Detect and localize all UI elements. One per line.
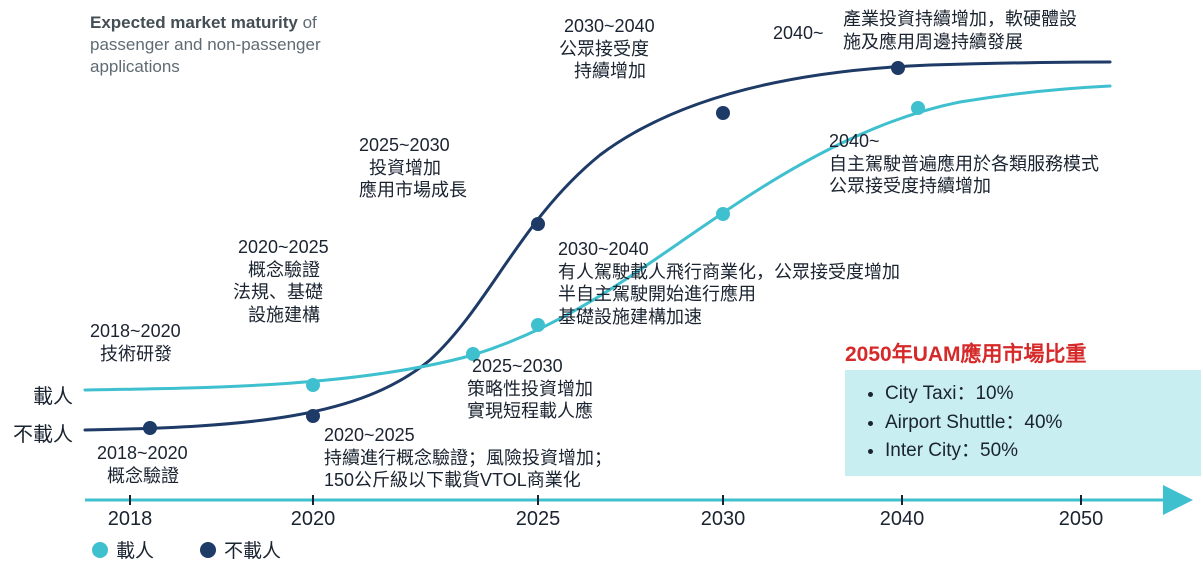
market-share-box: City Taxi：10%Airport Shuttle：40%Inter Ci… [845, 370, 1201, 476]
annotation-np-2018-2020-b: 2018~2020 概念驗證 [97, 442, 188, 487]
annotation-p-2040: 2040~ 自主駕駛普遍應用於各類服務模式 公眾接受度持續增加 [829, 130, 1099, 198]
maturity-s-curve-chart: Expected market maturity ofpassenger and… [0, 0, 1203, 565]
legend-dot-icon [92, 542, 108, 558]
market-share-list: City Taxi：10%Airport Shuttle：40%Inter Ci… [867, 380, 1187, 466]
market-item: City Taxi：10% [885, 380, 1187, 409]
x-tick-2040: 2040 [872, 508, 932, 531]
x-tick-2018: 2018 [100, 508, 160, 531]
y-category-不載人: 不載人 [0, 418, 73, 447]
annotation-np-2025-2030: 2025~2030 投資增加 應用市場成長 [359, 134, 467, 202]
annotation-np-2020-2025: 2020~2025 持續進行概念驗證；風險投資增加； 150公斤級以下載貨VTO… [324, 424, 612, 492]
annotation-np-2018-2020: 2018~2020 技術研發 [90, 320, 181, 365]
legend-label: 載人 [116, 536, 154, 563]
annotation-np-2030-2040: 2030~2040 公眾接受度 持續增加 [559, 15, 655, 83]
annotation-p-2030-2040: 2030~2040 有人駕駛載人飛行商業化，公眾接受度增加 半自主駕駛開始進行應… [558, 238, 900, 328]
x-tick-2020: 2020 [283, 508, 343, 531]
x-tick-2050: 2050 [1051, 508, 1111, 531]
annotation-p-2025-2030: 2025~2030 策略性投資增加 實現短程載人應 [467, 355, 593, 423]
legend-dot-icon [200, 542, 216, 558]
market-item: Airport Shuttle：40% [885, 409, 1187, 438]
annotation-np-2040-txt: 產業投資持續增加，軟硬體設 施及應用周邊持續發展 [843, 8, 1077, 53]
annotation-np-2040: 2040~ [773, 22, 824, 45]
y-category-載人: 載人 [0, 380, 73, 409]
annotation-p-2020-2025-top: 2020~2025 概念驗證 法規、基礎 設施建構 [223, 236, 329, 326]
x-tick-2025: 2025 [508, 508, 568, 531]
legend-label: 不載人 [224, 536, 281, 563]
market-box-title: 2050年UAM應用市場比重 [845, 338, 1087, 368]
market-item: Inter City：50% [885, 437, 1187, 466]
legend-item-載人: 載人 [92, 536, 154, 563]
legend-item-不載人: 不載人 [200, 536, 281, 563]
x-tick-2030: 2030 [693, 508, 753, 531]
